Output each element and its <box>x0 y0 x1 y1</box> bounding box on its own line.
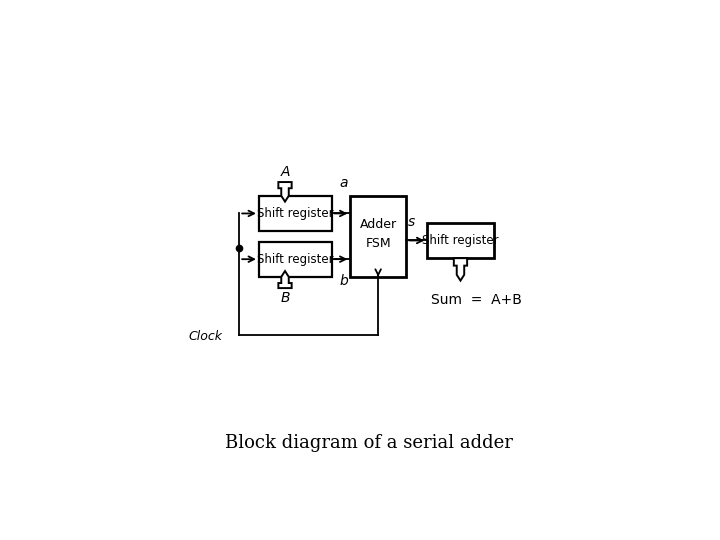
Polygon shape <box>279 271 292 288</box>
Text: Shift register: Shift register <box>422 234 499 247</box>
Text: s: s <box>408 215 415 229</box>
Text: Shift register: Shift register <box>257 207 333 220</box>
Text: B: B <box>280 292 289 306</box>
Bar <box>427 223 494 258</box>
Bar <box>351 196 406 277</box>
Text: Block diagram of a serial adder: Block diagram of a serial adder <box>225 434 513 452</box>
Text: Shift register: Shift register <box>257 253 333 266</box>
Polygon shape <box>454 258 467 281</box>
Text: b: b <box>340 274 348 287</box>
Text: Adder
FSM: Adder FSM <box>360 219 397 251</box>
Bar <box>258 196 332 231</box>
Polygon shape <box>279 182 292 201</box>
Text: Clock: Clock <box>189 330 222 343</box>
Text: a: a <box>340 176 348 190</box>
Text: A: A <box>280 165 289 179</box>
Text: Sum  =  A+B: Sum = A+B <box>431 293 522 307</box>
Bar <box>258 241 332 277</box>
